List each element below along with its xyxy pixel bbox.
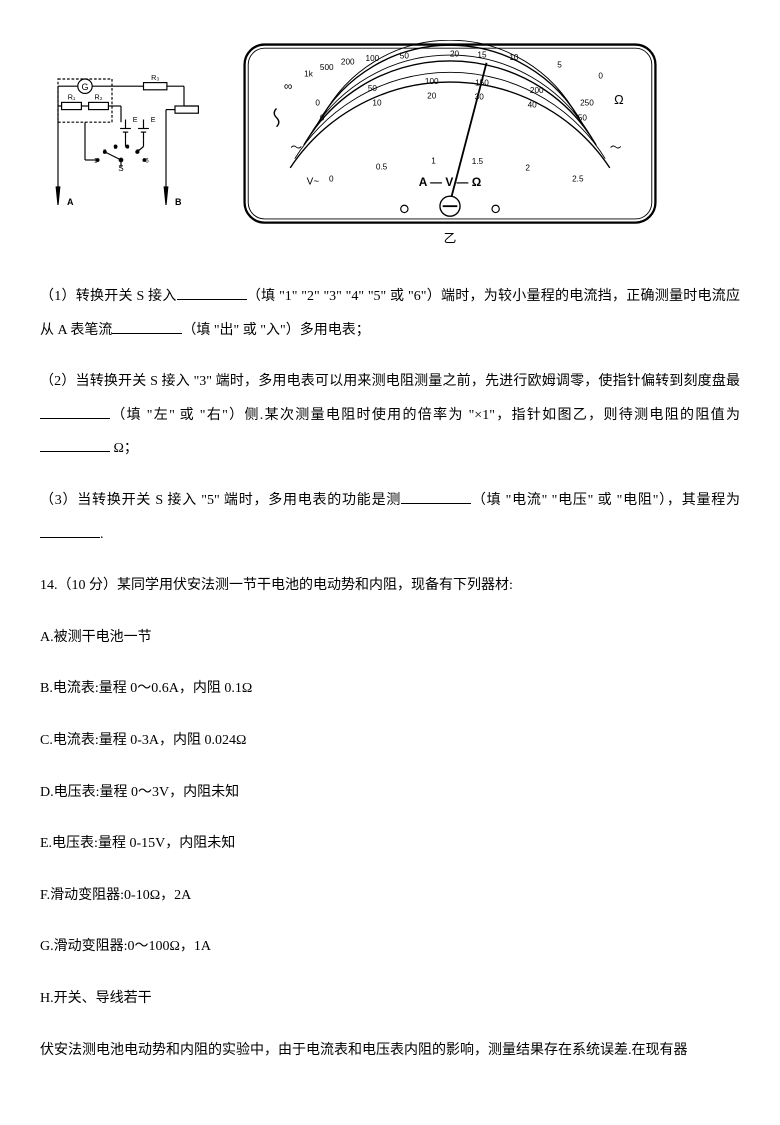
question-14-title: 14.（10 分）某同学用伏安法测一节干电池的电动势和内阻，现备有下列器材: [40,569,740,603]
ohm-500: 500 [320,63,334,72]
bottom-v-label: V~ [307,176,320,187]
q2-text-1: （2）当转换开关 S 接入 "3" 端时，多用电表可以用来测电阻测量之前，先进行… [40,374,740,389]
multimeter-diagram: 1k 500 200 100 50 20 15 10 5 0 0 50 100 … [240,40,660,250]
q2-text-2: （填 "左" 或 "右"）侧.某次测量电阻时使用的倍率为 "×1"，指针如图乙，… [110,408,740,423]
ohm-100: 100 [366,54,380,63]
circuit-diagram: G R₁ R₂ R₃ [40,70,220,250]
ohm-200: 200 [341,58,355,67]
label-E2: E [151,115,156,124]
v-40: 40 [528,101,538,110]
b-0: 0 [329,175,334,184]
q3-text-1: （3）当转换开关 S 接入 "5" 端时，多用电表的功能是测 [40,493,401,508]
q2-text-3: Ω； [110,441,138,456]
ohm-15: 15 [477,50,487,59]
item-G: G.滑动变阻器:0～100Ω，1A [40,930,740,964]
item-A: A.被测干电池一节 [40,621,740,655]
center-label: A — V — Ω [419,175,482,189]
mid-100: 100 [425,77,439,86]
item-E: E.电压表:量程 0-15V，内阻未知 [40,827,740,861]
item-D: D.电压表:量程 0～3V，内阻未知 [40,776,740,810]
question-1: （1）转换开关 S 接入（填 "1" "2" "3" "4" "5" 或 "6"… [40,280,740,347]
meter-caption: 乙 [444,231,457,246]
mid-0: 0 [315,99,320,108]
q1-blank-1 [177,285,247,300]
q3-text-3: . [100,527,104,542]
ohm-5: 5 [557,60,562,69]
mid-50: 50 [368,84,378,93]
q3-blank-2 [40,523,100,538]
label-R1: R₁ [68,93,76,102]
question-2: （2）当转换开关 S 接入 "3" 端时，多用电表可以用来测电阻测量之前，先进行… [40,365,740,466]
item-F: F.滑动变阻器:0-10Ω，2A [40,879,740,913]
v-20: 20 [427,91,437,100]
v-50: 50 [578,113,588,122]
figures-row: G R₁ R₂ R₃ [40,40,740,250]
ohm-0: 0 [598,71,603,80]
ohm-1k: 1k [304,70,314,79]
item-B: B.电流表:量程 0～0.6A，内阻 0.1Ω [40,672,740,706]
mid-250: 250 [580,99,594,108]
v-0: 0 [320,113,325,122]
ohm-10: 10 [509,53,519,62]
q1-text-3: （填 "出" 或 "入"）多用电表； [182,323,369,338]
b-1: 1 [431,156,436,165]
right-tilde: ～ [610,140,622,154]
label-R2: R₂ [95,93,103,102]
q2-blank-2 [40,437,110,452]
label-omega: Ω [614,92,624,107]
mid-200: 200 [530,86,544,95]
b-2: 2 [525,164,530,173]
b-15: 1.5 [472,157,484,166]
b-05: 0.5 [376,163,388,172]
left-tilde: ～ [290,140,302,154]
q1-blank-2 [112,319,182,334]
item-C: C.电流表:量程 0-3A，内阻 0.024Ω [40,724,740,758]
b-25: 2.5 [572,175,584,184]
q2-blank-1 [40,404,110,419]
ohm-20: 20 [450,49,460,58]
label-A: A [67,197,74,207]
label-B: B [175,197,182,207]
question-3: （3）当转换开关 S 接入 "5" 端时，多用电表的功能是测 （填 "电流" "电… [40,484,740,551]
label-infinity: ∞ [284,79,292,93]
q3-text-2: （填 "电流" "电压" 或 "电阻"），其量程为 [471,493,740,508]
label-G: G [81,82,88,92]
label-R3: R₃ [151,73,159,82]
v-10: 10 [372,99,382,108]
q3-blank-1 [401,489,471,504]
q14-tail: 伏安法测电池电动势和内阻的实验中，由于电流表和电压表内阻的影响，测量结果存在系统… [40,1034,740,1068]
ohm-50: 50 [400,51,410,60]
label-E1: E [133,115,138,124]
item-H: H.开关、导线若干 [40,982,740,1016]
q1-text-1: （1）转换开关 S 接入 [40,289,177,304]
